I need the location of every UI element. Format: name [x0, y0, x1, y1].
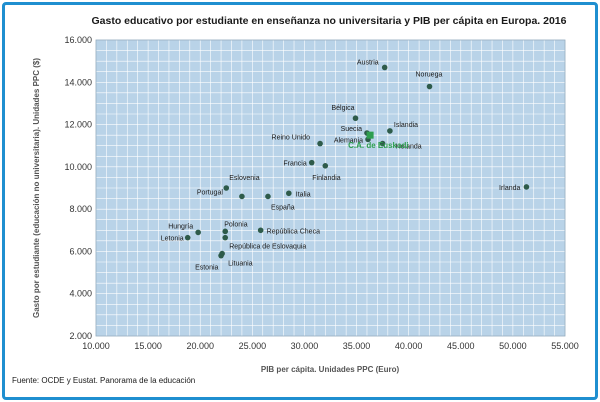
x-tick-label: 45.000 [447, 341, 475, 351]
point-label: Suecia [341, 126, 363, 133]
x-axis-label: PIB per cápita. Unidades PPC (Euro) [261, 365, 400, 374]
data-point [379, 140, 386, 147]
data-point [426, 83, 433, 90]
point-label: Estonia [195, 265, 218, 272]
point-label: Holanda [396, 144, 422, 151]
y-tick-label: 4.000 [69, 289, 92, 299]
x-tick-label: 10.000 [82, 341, 110, 351]
data-point [265, 193, 271, 200]
data-point [195, 229, 201, 236]
data-point [184, 234, 191, 241]
data-point [523, 184, 530, 190]
data-point [317, 140, 323, 147]
x-tick-label: 15.000 [134, 341, 162, 351]
y-tick-label: 16.000 [64, 35, 92, 45]
x-tick-label: 25.000 [239, 341, 267, 351]
y-axis-label: Gasto por estudiante (educación no unive… [32, 58, 41, 318]
x-tick-label: 50.000 [499, 341, 527, 351]
data-point [381, 64, 388, 71]
point-label: Austria [357, 59, 379, 66]
point-label: Alemania [334, 137, 363, 144]
data-point [286, 190, 292, 197]
data-point [239, 193, 245, 200]
data-point [352, 115, 359, 122]
x-tick-label: 30.000 [291, 341, 319, 351]
point-label: Noruega [416, 72, 443, 79]
data-points [184, 64, 530, 259]
data-point [222, 228, 229, 235]
point-label: Finlandia [312, 175, 341, 182]
point-label: República de Eslovaquia [229, 244, 306, 251]
point-label: Lituania [228, 261, 253, 268]
data-point [222, 234, 229, 241]
point-label: Reino Unido [272, 135, 311, 142]
chart-title: Gasto educativo por estudiante en enseña… [92, 15, 567, 27]
data-point [219, 250, 225, 257]
y-axis-ticks: 2.000 4.000 6.000 8.000 10.000 12.000 14.000 16… [64, 35, 92, 341]
y-tick-label: 2.000 [69, 331, 92, 341]
grid [95, 39, 566, 337]
point-label: Hungría [168, 223, 193, 230]
x-tick-label: 55.000 [551, 341, 579, 351]
point-label: Eslovenia [229, 175, 259, 182]
x-tick-label: 35.000 [343, 341, 371, 351]
x-tick-label: 40.000 [395, 341, 423, 351]
point-labels: Austria Noruega Bélgica Islandia Suecia Reino… [161, 59, 521, 271]
plot-border [95, 39, 566, 337]
data-point [308, 159, 315, 166]
point-label: Francia [283, 161, 306, 168]
y-tick-label: 12.000 [64, 120, 92, 130]
y-tick-label: 8.000 [69, 204, 92, 214]
point-label: República Checa [267, 228, 320, 235]
source-note: Fuente: OCDE y Eustat. Panorama de la ed… [12, 376, 195, 385]
data-point [322, 163, 329, 169]
point-label: Islandia [394, 122, 418, 129]
data-point [387, 128, 393, 134]
data-point [366, 131, 374, 139]
point-label: Letonia [161, 236, 184, 243]
point-label: España [271, 204, 295, 211]
point-label: Portugal [197, 189, 224, 196]
data-point [257, 227, 264, 234]
point-label: Polonia [224, 221, 247, 228]
y-tick-label: 10.000 [64, 162, 92, 172]
point-label: C.A. de Euskadi [348, 141, 408, 150]
point-label: Irlanda [499, 185, 521, 192]
data-point [223, 185, 230, 191]
point-label: Italia [296, 191, 311, 198]
y-tick-label: 14.000 [64, 77, 92, 87]
y-tick-label: 6.000 [69, 246, 92, 256]
x-tick-label: 20.000 [186, 341, 214, 351]
x-axis-ticks: 10.000 15.000 20.000 25.000 30.000 35.000 40.0… [82, 341, 579, 351]
point-label: Bélgica [332, 105, 355, 112]
